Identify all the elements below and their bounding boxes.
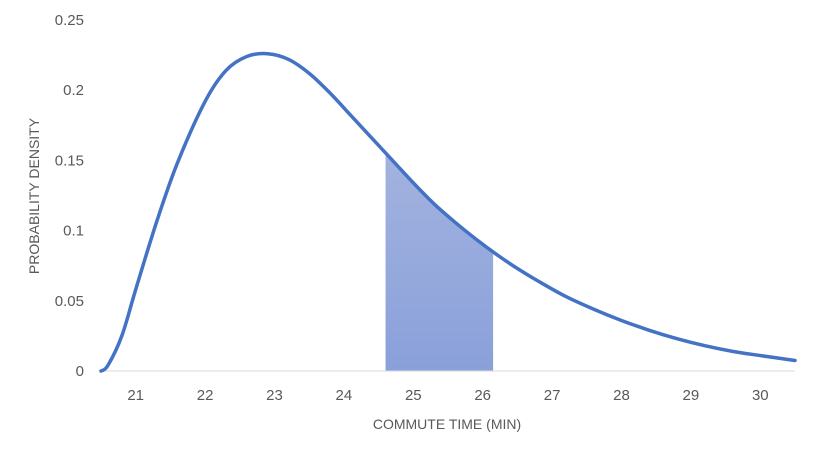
density-curve <box>99 51 797 373</box>
x-tick-label: 25 <box>405 387 422 404</box>
shaded-probability-region <box>385 152 494 371</box>
x-tick-label: 23 <box>266 387 283 404</box>
y-tick-label: 0.1 <box>63 223 84 240</box>
x-tick-label: 21 <box>127 387 144 404</box>
x-tick-label: 30 <box>752 387 769 404</box>
x-tick-label: 27 <box>544 387 561 404</box>
x-tick-label: 22 <box>197 387 214 404</box>
y-tick-label: 0.25 <box>55 12 84 29</box>
labels-layer: 21 22 23 24 25 26 27 28 29 30 0 0.05 0.1 0.15 0.2 0.25 <box>55 12 769 404</box>
y-axis-title: PROBABILITY DENSITY <box>26 117 42 274</box>
x-tick-label: 28 <box>613 387 630 404</box>
x-axis-title: COMMUTE TIME (MIN) <box>373 416 521 432</box>
x-tick-label: 26 <box>474 387 491 404</box>
y-tick-label: 0.05 <box>55 293 84 310</box>
y-tick-label: 0.2 <box>63 82 84 99</box>
x-tick-label: 29 <box>683 387 700 404</box>
x-tick-label: 24 <box>336 387 353 404</box>
y-tick-label: 0.15 <box>55 152 84 169</box>
y-tick-label: 0 <box>76 363 84 380</box>
curve-layer <box>99 51 797 373</box>
shaded-region-layer <box>385 152 494 371</box>
